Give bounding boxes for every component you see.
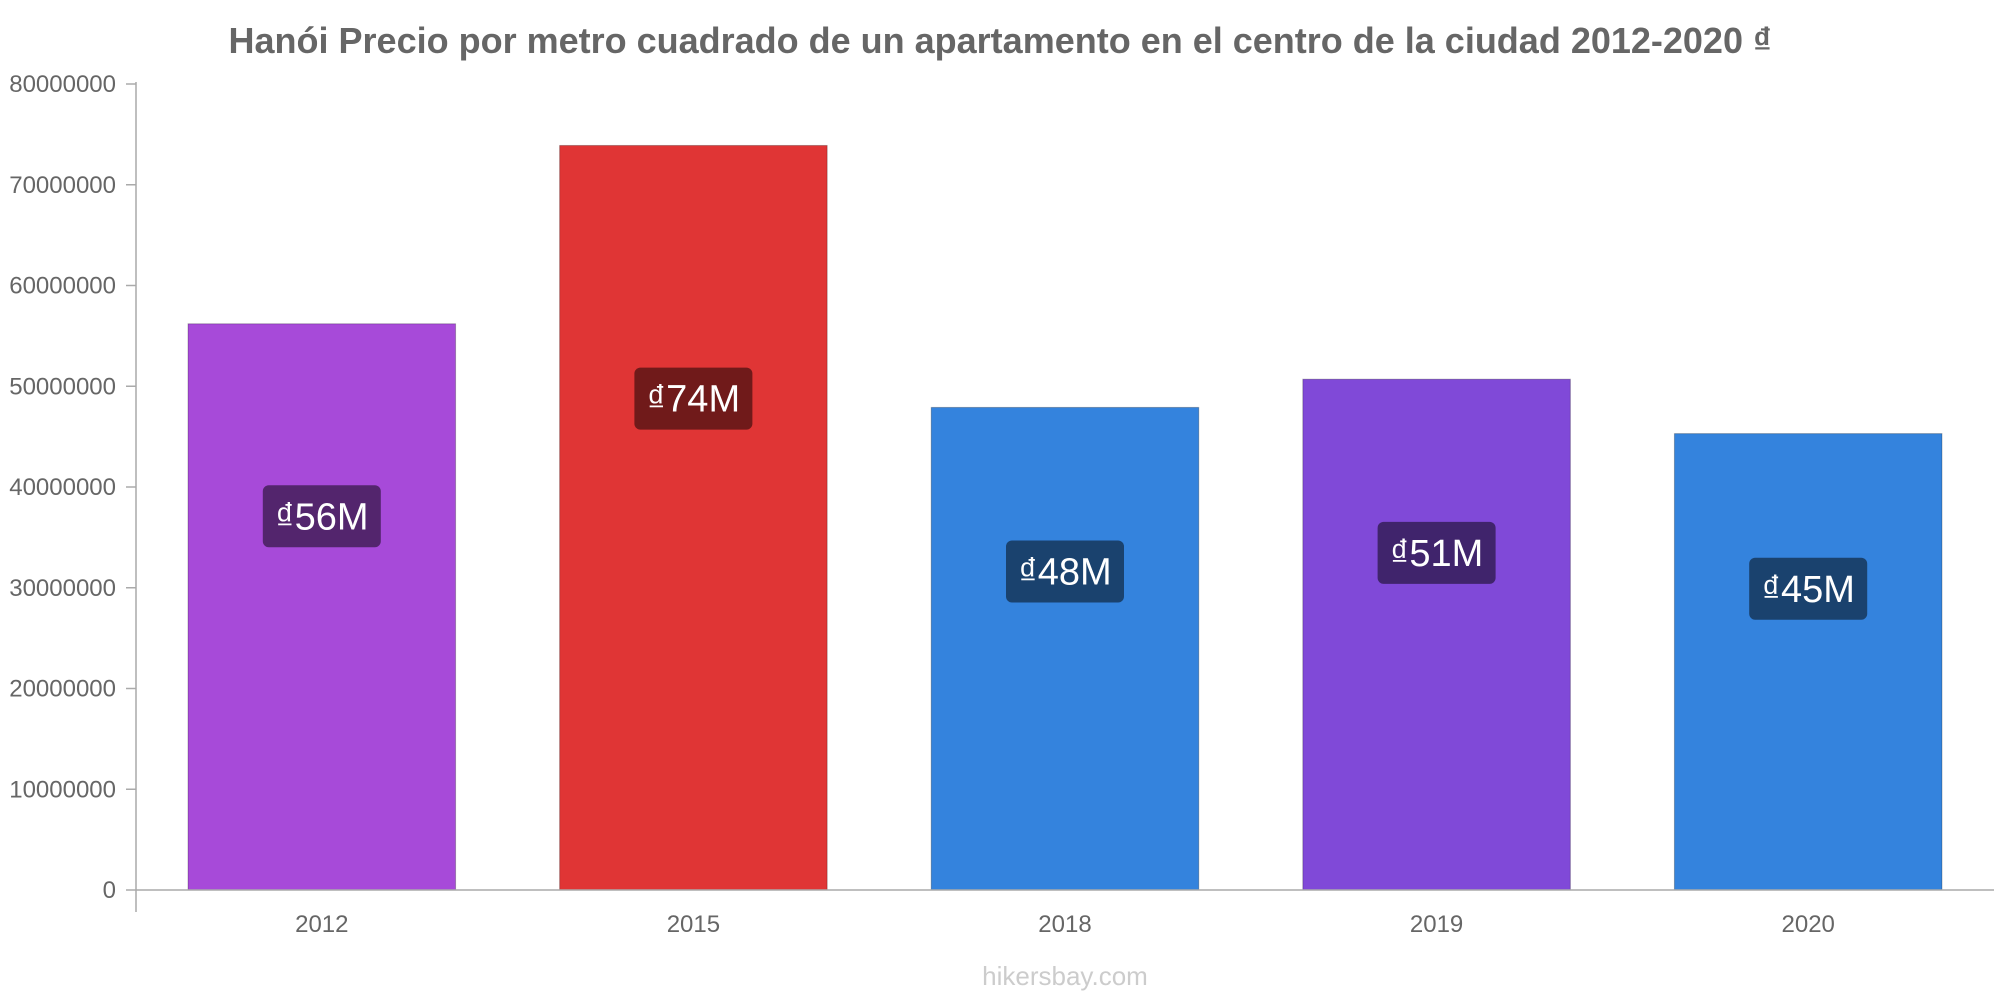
y-tick-label: 40000000 [9,474,116,501]
bar-2018 [930,406,1200,891]
value-label-background [1749,557,1868,620]
x-tick-label: 2020 [1782,911,1835,938]
bar-2012 [187,323,457,891]
y-tick-label: 20000000 [9,676,116,703]
y-tick-label: 0 [103,877,116,904]
x-tick-label: 2019 [1410,911,1463,938]
x-tick-label: 2018 [1038,911,1091,938]
y-axis-ticks: 0 10000000 20000000 30000000 40000000 5000000… [9,71,136,904]
value-label: ₫48M [1018,551,1111,593]
y-tick-label: 60000000 [9,273,116,300]
value-label: ₫51M [1390,533,1483,575]
source-watermark: hikersbay.com [982,961,1148,991]
value-label: ₫74M [647,379,740,421]
value-label-background [262,485,381,548]
value-label-background [1377,521,1496,584]
x-axis-ticks: 2012 2015 2018 2019 2020 [295,911,1835,938]
bar-2015 [559,144,828,891]
value-label: ₫56M [275,496,368,538]
value-label: ₫45M [1761,569,1854,611]
chart-title: Hanói Precio por metro cuadrado de un ap… [229,20,1772,61]
x-tick-label: 2015 [667,911,720,938]
y-tick-label: 70000000 [9,172,116,199]
y-tick-label: 50000000 [9,373,116,400]
x-tick-label: 2012 [295,911,348,938]
y-tick-label: 80000000 [9,71,116,98]
value-label-background [634,367,753,430]
bars-group: ₫56M ₫74M ₫48M ₫51M ₫45M [187,144,1943,891]
bar-2019 [1302,378,1571,891]
y-tick-label: 30000000 [9,575,116,602]
value-label-background [1006,540,1124,603]
y-tick-label: 10000000 [9,776,116,803]
bar-2020 [1673,433,1943,891]
